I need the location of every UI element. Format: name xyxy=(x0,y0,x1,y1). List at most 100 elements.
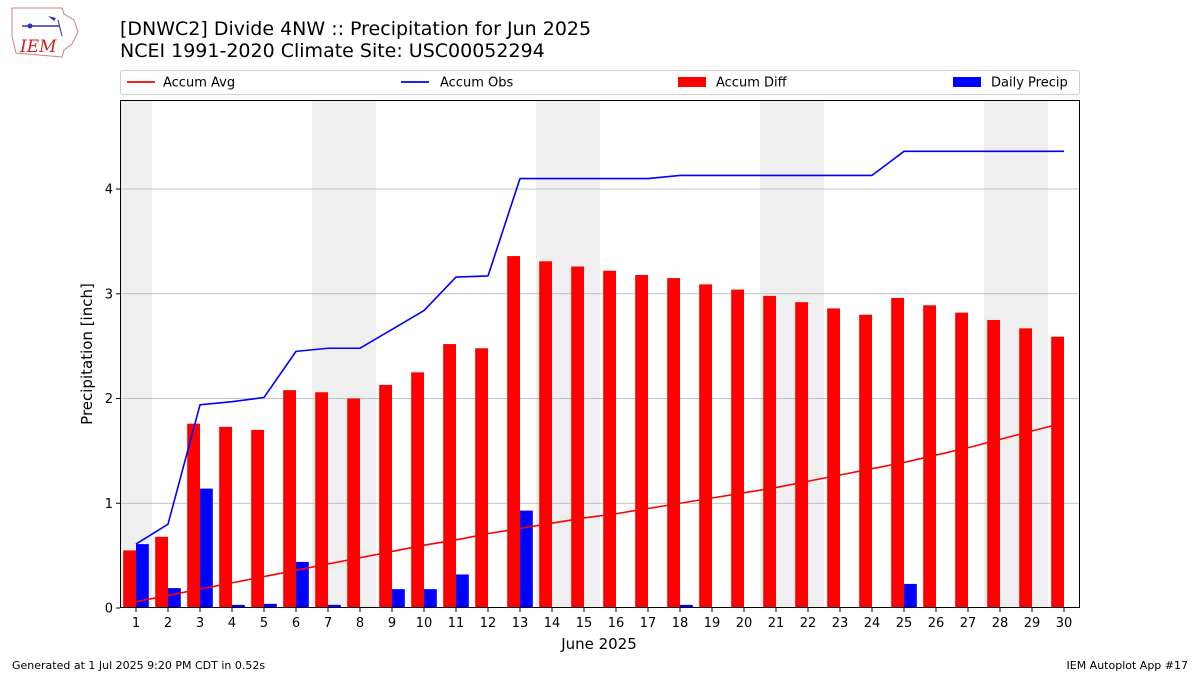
accum-diff-bar-10 xyxy=(411,372,424,608)
x-tick-label-16: 16 xyxy=(608,616,625,631)
accum-diff-bar-23 xyxy=(827,308,840,608)
accum-diff-bar-15 xyxy=(571,266,584,608)
accum-diff-bar-5 xyxy=(251,429,264,608)
accum-diff-bar-28 xyxy=(987,319,1000,608)
x-tick-label-23: 23 xyxy=(832,616,849,631)
x-tick-label-11: 11 xyxy=(448,616,465,631)
chart-subtitle: NCEI 1991-2020 Climate Site: USC00052294 xyxy=(120,40,545,62)
y-tick-label-3: 3 xyxy=(105,287,113,302)
daily-precip-bar-1 xyxy=(136,544,149,608)
logo-text: IEM xyxy=(19,37,57,57)
y-axis: 0 1 2 3 4 xyxy=(105,183,120,617)
accum-diff-bar-27 xyxy=(955,312,968,608)
x-tick-label-12: 12 xyxy=(480,616,497,631)
x-tick-label-3: 3 xyxy=(196,616,204,631)
x-tick-label-15: 15 xyxy=(576,616,593,631)
footer-app: IEM Autoplot App #17 xyxy=(1066,659,1189,672)
y-tick-label-4: 4 xyxy=(105,183,113,198)
x-tick-label-30: 30 xyxy=(1056,616,1073,631)
plot-frame xyxy=(120,100,1080,608)
x-tick-label-13: 13 xyxy=(512,616,529,631)
accum-avg-line xyxy=(135,421,1065,603)
accum-diff-bar-22 xyxy=(795,302,808,608)
accum-diff-bar-8 xyxy=(347,398,360,608)
daily-precip-bar-7 xyxy=(328,604,341,608)
legend-accum-diff-swatch xyxy=(678,77,706,87)
x-tick-label-24: 24 xyxy=(864,616,881,631)
x-tick-label-20: 20 xyxy=(736,616,753,631)
accum-diff-bar-3 xyxy=(187,423,200,608)
iem-logo: IEM xyxy=(11,7,79,58)
lines xyxy=(135,150,1065,603)
x-tick-label-5: 5 xyxy=(260,616,268,631)
y-tick-label-2: 2 xyxy=(105,392,113,407)
weekend-band-1 xyxy=(120,100,152,608)
daily-precip-bar-25 xyxy=(904,583,917,608)
x-tick-label-9: 9 xyxy=(388,616,396,631)
daily-precip-bar-4 xyxy=(232,604,245,608)
x-tick-label-27: 27 xyxy=(960,616,977,631)
accum-diff-bar-20 xyxy=(731,289,744,608)
bars xyxy=(123,256,1077,608)
x-tick-label-22: 22 xyxy=(800,616,817,631)
accum-diff-bar-7 xyxy=(315,392,328,608)
legend: Accum Avg Accum Obs Accum Diff Daily Pre… xyxy=(120,70,1080,95)
accum-diff-bar-17 xyxy=(635,274,648,608)
legend-daily-precip-label: Daily Precip xyxy=(991,76,1068,91)
accum-diff-bar-2 xyxy=(155,536,168,608)
legend-accum-obs-label: Accum Obs xyxy=(440,76,513,91)
chart-title: [DNWC2] Divide 4NW :: Precipitation for … xyxy=(120,18,592,40)
accum-diff-bar-14 xyxy=(539,261,552,608)
gridlines xyxy=(120,188,1080,504)
x-tick-label-8: 8 xyxy=(356,616,364,631)
daily-precip-bar-13 xyxy=(520,510,533,608)
x-tick-label-28: 28 xyxy=(992,616,1009,631)
x-tick-label-2: 2 xyxy=(164,616,172,631)
daily-precip-bar-5 xyxy=(264,603,277,608)
y-tick-label-1: 1 xyxy=(105,497,113,512)
x-tick-label-10: 10 xyxy=(416,616,433,631)
daily-precip-bar-2 xyxy=(168,588,181,608)
x-tick-label-6: 6 xyxy=(292,616,300,631)
daily-precip-bar-10 xyxy=(424,589,437,608)
x-tick-label-4: 4 xyxy=(228,616,236,631)
x-tick-label-7: 7 xyxy=(324,616,332,631)
accum-diff-bar-9 xyxy=(379,384,392,608)
daily-precip-bar-11 xyxy=(456,574,469,608)
accum-diff-bar-11 xyxy=(443,344,456,608)
x-tick-label-29: 29 xyxy=(1024,616,1041,631)
legend-accum-diff-label: Accum Diff xyxy=(716,76,788,91)
x-tick-label-26: 26 xyxy=(928,616,945,631)
y-tick-label-0: 0 xyxy=(105,602,113,617)
x-tick-label-21: 21 xyxy=(768,616,785,631)
footer-generated: Generated at 1 Jul 2025 9:20 PM CDT in 0… xyxy=(12,659,266,672)
accum-diff-bar-1 xyxy=(123,550,136,608)
daily-precip-bar-18 xyxy=(680,604,693,608)
legend-daily-precip-swatch xyxy=(953,77,981,87)
x-axis-label: June 2025 xyxy=(560,635,637,653)
accum-diff-bar-6 xyxy=(283,390,296,608)
accum-diff-bar-19 xyxy=(699,284,712,608)
daily-precip-bar-6 xyxy=(296,561,309,608)
accum-diff-bar-21 xyxy=(763,295,776,608)
x-tick-label-18: 18 xyxy=(672,616,689,631)
accum-diff-bar-25 xyxy=(891,297,904,608)
x-tick-label-1: 1 xyxy=(132,616,140,631)
x-tick-label-25: 25 xyxy=(896,616,913,631)
daily-precip-bar-3 xyxy=(200,488,213,608)
accum-diff-bar-24 xyxy=(859,314,872,608)
accum-obs-line xyxy=(135,150,1064,545)
x-axis: 1 2 3 4 5 6 7 8 9 10 11 12 13 14 15 16 17 18 19 20 21 22 23 24 2… xyxy=(132,608,1072,631)
accum-diff-bar-12 xyxy=(475,348,488,608)
y-axis-label: Precipitation [inch] xyxy=(78,283,96,425)
accum-diff-bar-16 xyxy=(603,270,616,608)
accum-diff-bar-29 xyxy=(1019,328,1032,608)
daily-precip-bar-9 xyxy=(392,589,405,608)
x-tick-label-17: 17 xyxy=(640,616,657,631)
accum-diff-bar-30 xyxy=(1051,336,1064,608)
legend-accum-avg-label: Accum Avg xyxy=(163,76,235,91)
accum-diff-bar-13 xyxy=(507,256,520,608)
accum-diff-bar-18 xyxy=(667,278,680,608)
x-tick-label-19: 19 xyxy=(704,616,721,631)
